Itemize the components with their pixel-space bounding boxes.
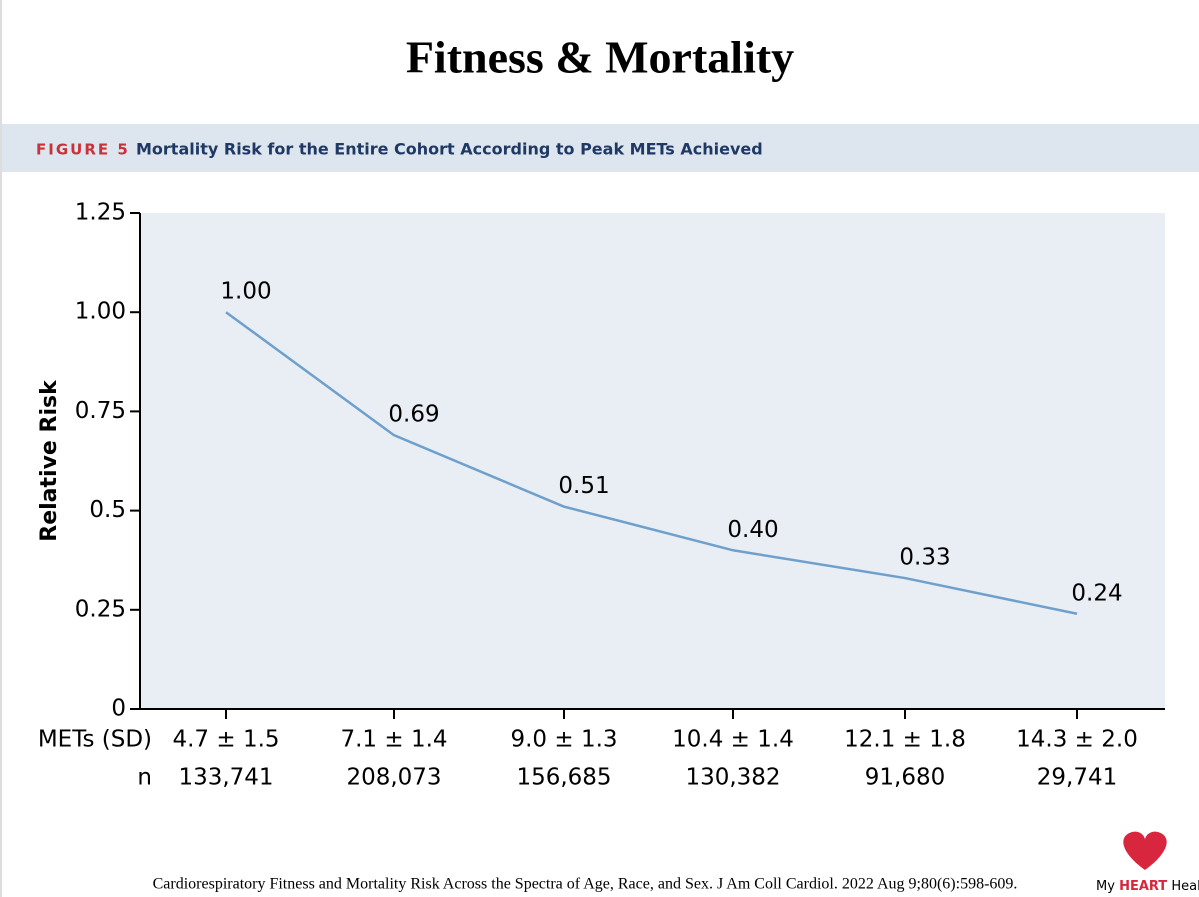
logo-text: My HEART Health [1096, 879, 1199, 894]
figure-label: FIGURE 5 [36, 141, 130, 159]
x-tick-label: 12.1 ± 1.8 [844, 727, 966, 753]
y-tick-label: 0 [111, 696, 126, 722]
value-label: 1.00 [220, 279, 271, 305]
n-value: 29,741 [1037, 765, 1117, 791]
figure-title: Mortality Risk for the Entire Cohort Acc… [136, 140, 763, 159]
n-value: 91,680 [865, 765, 945, 791]
value-label: 0.69 [388, 402, 439, 428]
value-label: 0.51 [558, 473, 609, 499]
n-value: 130,382 [685, 765, 780, 791]
logo-my: My [1096, 879, 1115, 894]
x-tick-label: 4.7 ± 1.5 [172, 727, 279, 753]
y-tick-label: 0.5 [89, 497, 126, 523]
y-tick-label: 1.25 [75, 200, 126, 226]
value-label: 0.24 [1071, 580, 1122, 606]
value-label: 0.40 [727, 517, 778, 543]
n-row-label: n [137, 765, 152, 791]
citation: Cardiorespiratory Fitness and Mortality … [153, 876, 1018, 893]
n-value: 156,685 [516, 765, 611, 791]
value-label: 0.33 [899, 545, 950, 571]
x-tick-label: 10.4 ± 1.4 [672, 727, 794, 753]
x-tick-label: 7.1 ± 1.4 [340, 727, 447, 753]
figure-header [2, 124, 1199, 172]
x-tick-label: 14.3 ± 2.0 [1016, 727, 1138, 753]
logo-heart-word: HEART [1119, 879, 1167, 894]
data-line [225, 311, 1078, 615]
y-tick-label: 1.00 [75, 299, 126, 325]
y-tick-label: 0.25 [75, 596, 126, 622]
x-row-label: METs (SD) [38, 727, 152, 753]
logo-heart [1123, 831, 1167, 870]
x-tick-label: 9.0 ± 1.3 [510, 727, 617, 753]
y-tick-label: 0.75 [75, 398, 126, 424]
slide-title: Fitness & Mortality [406, 32, 794, 83]
plot-area [140, 213, 1165, 709]
y-axis-label: Relative Risk [37, 379, 62, 542]
logo-health: Health [1171, 879, 1199, 894]
n-value: 133,741 [178, 765, 273, 791]
n-value: 208,073 [346, 765, 441, 791]
